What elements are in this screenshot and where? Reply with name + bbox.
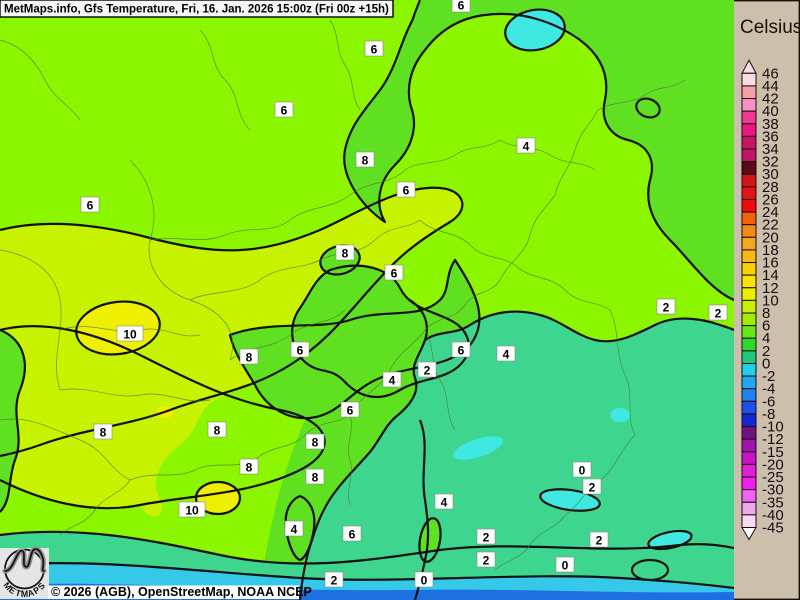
svg-text:8: 8 bbox=[214, 424, 221, 438]
svg-text:0: 0 bbox=[562, 559, 569, 573]
svg-text:6: 6 bbox=[349, 528, 356, 542]
svg-text:Celsius: Celsius bbox=[740, 17, 800, 38]
svg-text:6: 6 bbox=[87, 199, 94, 213]
svg-text:8: 8 bbox=[246, 351, 253, 365]
svg-text:8: 8 bbox=[312, 436, 319, 450]
svg-text:0: 0 bbox=[579, 464, 586, 478]
svg-text:MetMaps.info, Gfs Temperature,: MetMaps.info, Gfs Temperature, Fri, 16. … bbox=[4, 4, 389, 16]
svg-text:-45: -45 bbox=[762, 520, 784, 537]
svg-text:6: 6 bbox=[371, 43, 378, 57]
svg-text:2: 2 bbox=[483, 531, 490, 545]
svg-text:2: 2 bbox=[596, 534, 603, 548]
svg-text:8: 8 bbox=[100, 426, 107, 440]
svg-text:© 2026 (AGB), OpenStreetMap, N: © 2026 (AGB), OpenStreetMap, NOAA NCEP bbox=[51, 585, 312, 599]
svg-text:10: 10 bbox=[123, 328, 137, 342]
svg-text:10: 10 bbox=[185, 504, 199, 518]
svg-text:4: 4 bbox=[291, 523, 298, 537]
svg-text:8: 8 bbox=[342, 247, 349, 261]
svg-text:8: 8 bbox=[246, 461, 253, 475]
svg-text:4: 4 bbox=[523, 140, 530, 154]
svg-text:6: 6 bbox=[347, 404, 354, 418]
svg-text:6: 6 bbox=[458, 0, 465, 13]
svg-text:6: 6 bbox=[297, 344, 304, 358]
svg-text:2: 2 bbox=[424, 364, 431, 378]
svg-text:8: 8 bbox=[312, 471, 319, 485]
svg-text:4: 4 bbox=[389, 374, 396, 388]
svg-text:6: 6 bbox=[281, 104, 288, 118]
svg-text:4: 4 bbox=[503, 348, 510, 362]
svg-text:0: 0 bbox=[421, 574, 428, 588]
svg-text:2: 2 bbox=[331, 574, 338, 588]
svg-text:6: 6 bbox=[403, 184, 410, 198]
svg-text:6: 6 bbox=[458, 344, 465, 358]
svg-text:6: 6 bbox=[391, 267, 398, 281]
svg-text:2: 2 bbox=[589, 481, 596, 495]
svg-text:2: 2 bbox=[663, 301, 670, 315]
svg-text:4: 4 bbox=[441, 496, 448, 510]
svg-text:8: 8 bbox=[362, 154, 369, 168]
svg-text:2: 2 bbox=[715, 307, 722, 321]
svg-text:2: 2 bbox=[483, 554, 490, 568]
